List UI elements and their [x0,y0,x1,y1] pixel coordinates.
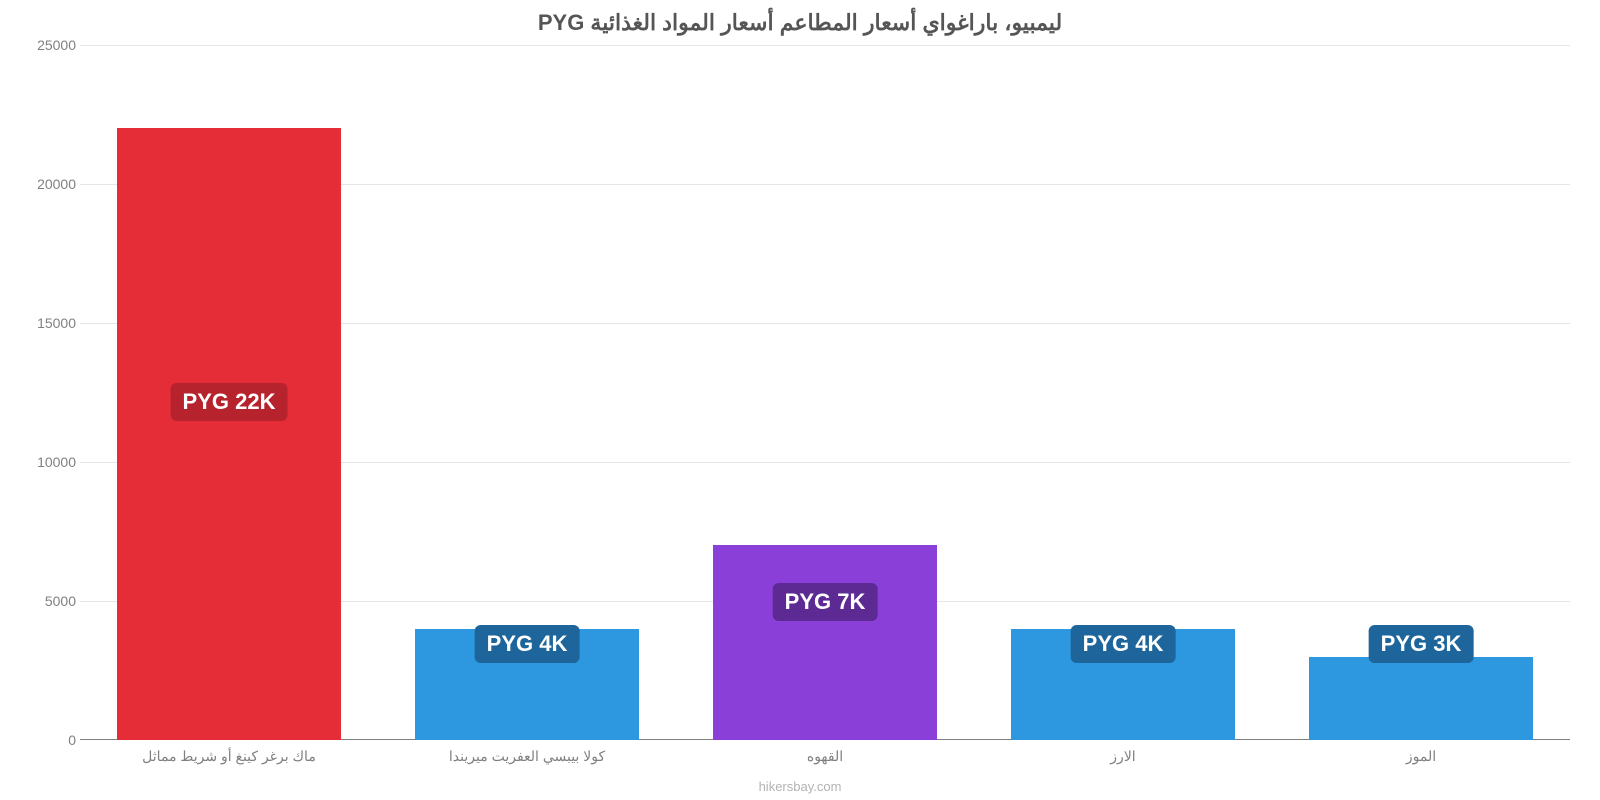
source-attribution: hikersbay.com [0,779,1600,794]
plot-area: PYG 22K PYG 4K PYG 7K PYG 4K PYG 3K [80,45,1570,740]
bar-value-label: PYG 3K [1369,625,1474,663]
y-tick-label: 20000 [6,176,76,192]
bar [117,128,341,740]
chart-title: ليمبيو، باراغواي أسعار المطاعم أسعار الم… [0,10,1600,36]
bar [1309,657,1533,740]
bar [713,545,937,740]
gridline [80,45,1570,46]
bar-value-label: PYG 7K [773,583,878,621]
bar-value-label: PYG 4K [1071,625,1176,663]
x-tick-label: الارز [1110,748,1135,765]
bar-value-label: PYG 4K [475,625,580,663]
x-tick-label: الموز [1406,748,1436,765]
y-tick-label: 10000 [6,454,76,470]
x-tick-label: ماك برغر كينغ أو شريط مماثل [142,748,316,765]
bar-value-label: PYG 22K [171,383,288,421]
x-tick-label: القهوه [807,748,843,765]
y-tick-label: 0 [6,732,76,748]
y-tick-label: 25000 [6,37,76,53]
y-tick-label: 5000 [6,593,76,609]
y-tick-label: 15000 [6,315,76,331]
x-tick-label: كولا بيبسي العفريت ميريندا [449,748,605,765]
